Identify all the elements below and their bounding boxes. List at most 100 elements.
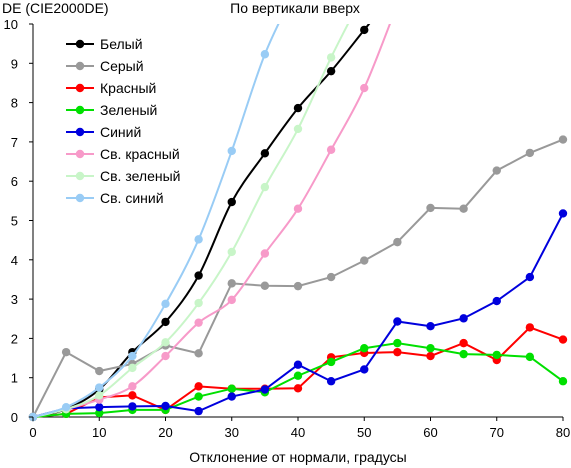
data-point — [227, 384, 236, 393]
data-point — [194, 235, 203, 244]
chart-title: По вертикали вверх — [230, 0, 360, 16]
x-axis-label: Отклонение от нормали, градусы — [189, 449, 406, 465]
y-tick-label: 3 — [11, 292, 18, 307]
data-point — [558, 135, 568, 144]
data-point — [459, 349, 468, 359]
data-point — [558, 335, 568, 344]
data-point — [61, 347, 71, 357]
legend-marker — [75, 149, 85, 159]
data-point — [426, 322, 435, 331]
legend-label: Синий — [100, 124, 141, 140]
y-tick-label: 10 — [4, 17, 18, 32]
legend-marker — [75, 61, 85, 71]
legend-label: Св. красный — [100, 146, 180, 162]
x-tick-label: 50 — [357, 425, 371, 440]
y-tick-label: 9 — [11, 56, 18, 71]
ticks: 0 10 20 30 40 50 60 70 80 0 1 2 3 4 5 6 7 8 9 10 — [4, 17, 571, 440]
legend-label: Зеленый — [100, 102, 157, 118]
y-axis-label: DE (CIE2000DE) — [2, 0, 109, 16]
data-point — [326, 53, 336, 62]
data-point — [426, 203, 435, 213]
data-point — [161, 299, 170, 309]
data-point — [95, 383, 104, 392]
data-point — [426, 344, 435, 353]
data-point — [326, 66, 336, 76]
data-point — [161, 351, 170, 361]
data-point — [95, 391, 104, 400]
legend-marker — [75, 127, 85, 137]
data-point — [194, 382, 203, 391]
data-point — [459, 204, 468, 213]
data-point — [393, 347, 402, 357]
legend-marker — [75, 171, 85, 181]
data-point — [525, 272, 535, 282]
data-point — [194, 318, 203, 327]
y-tick-label: 0 — [11, 410, 18, 425]
data-point — [293, 371, 303, 380]
y-tick-label: 8 — [11, 96, 18, 111]
data-point — [260, 249, 270, 258]
data-point — [426, 351, 435, 361]
data-point — [260, 385, 270, 394]
plot-area — [28, 24, 568, 422]
data-point — [128, 363, 137, 373]
x-tick-label: 80 — [556, 425, 570, 440]
data-point — [525, 352, 535, 362]
data-point — [326, 377, 336, 386]
legend-label: Белый — [100, 36, 143, 52]
data-point — [459, 314, 468, 323]
legend-entry: Св. зеленый — [66, 168, 180, 184]
y-tick-label: 4 — [11, 253, 18, 268]
legend-label: Серый — [100, 58, 144, 74]
data-point — [194, 406, 203, 416]
y-tick-label: 2 — [11, 331, 18, 346]
legend-label: Красный — [100, 80, 156, 96]
data-point — [227, 295, 236, 305]
data-point — [459, 338, 468, 348]
data-point — [161, 401, 170, 411]
data-point — [360, 344, 369, 353]
data-point — [227, 197, 236, 207]
legend-entry: Серый — [66, 58, 144, 74]
data-point — [194, 298, 203, 308]
y-tick-label: 5 — [11, 214, 18, 229]
y-tick-label: 6 — [11, 174, 18, 189]
x-tick-label: 0 — [29, 425, 36, 440]
legend-label: Св. синий — [100, 190, 164, 206]
data-point — [128, 382, 137, 391]
data-point — [227, 146, 236, 156]
x-tick-label: 30 — [225, 425, 239, 440]
data-point — [293, 384, 303, 393]
legend-marker — [75, 193, 85, 203]
data-point — [558, 209, 568, 218]
series-8 — [28, 24, 280, 422]
series-line — [32, 24, 350, 418]
data-point — [128, 351, 137, 361]
x-tick-label: 40 — [291, 425, 305, 440]
legend-entry: Синий — [66, 124, 141, 140]
y-tick-label: 1 — [11, 371, 18, 386]
data-point — [525, 323, 535, 332]
data-point — [161, 317, 170, 327]
legend-entry: Белый — [66, 36, 143, 52]
legend-entry: Красный — [66, 80, 156, 96]
data-point — [492, 296, 501, 306]
x-tick-label: 60 — [423, 425, 437, 440]
series-5 — [28, 209, 568, 422]
legend: Белый Серый Красный Зеленый Синий Св. красный… — [66, 36, 180, 206]
legend-marker — [75, 39, 85, 49]
data-point — [360, 365, 369, 374]
x-tick-label: 70 — [490, 425, 504, 440]
data-point — [360, 83, 369, 93]
data-point — [326, 357, 336, 367]
data-point — [393, 237, 402, 247]
data-point — [194, 271, 203, 280]
data-point — [393, 338, 402, 348]
data-point — [360, 25, 369, 35]
data-point — [326, 145, 336, 154]
data-point — [393, 317, 402, 326]
series-line — [32, 24, 371, 418]
data-point — [260, 149, 270, 158]
legend-label: Св. зеленый — [100, 168, 180, 184]
data-point — [326, 272, 336, 282]
